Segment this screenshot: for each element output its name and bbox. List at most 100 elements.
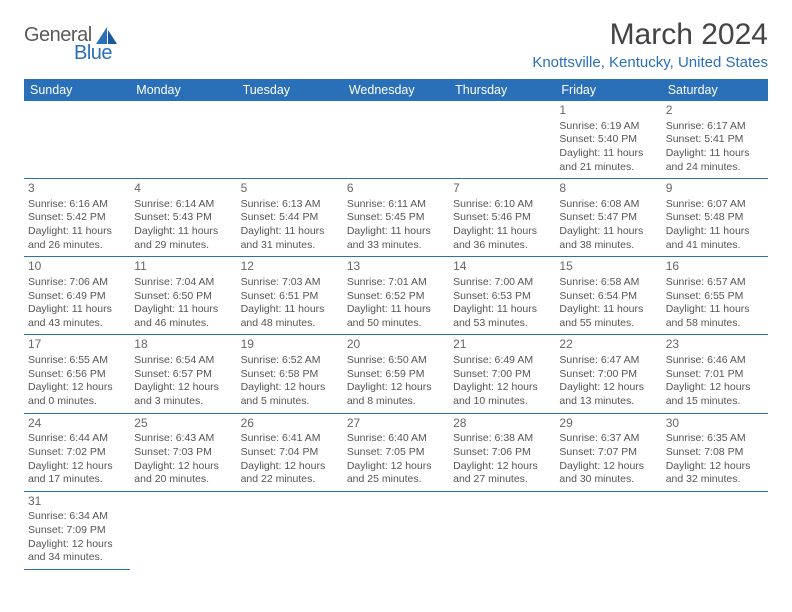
weekday-row: SundayMondayTuesdayWednesdayThursdayFrid… [24, 79, 768, 101]
day-daylight2: and 48 minutes. [241, 317, 339, 331]
day-number: 29 [559, 416, 657, 432]
day-number: 6 [347, 181, 445, 197]
day-daylight2: and 22 minutes. [241, 473, 339, 487]
day-daylight1: Daylight: 12 hours [241, 381, 339, 395]
calendar-row: 10Sunrise: 7:06 AMSunset: 6:49 PMDayligh… [24, 257, 768, 335]
day-sunrise: Sunrise: 6:50 AM [347, 354, 445, 368]
day-sunset: Sunset: 7:00 PM [453, 368, 551, 382]
day-sunrise: Sunrise: 6:14 AM [134, 198, 232, 212]
day-daylight2: and 41 minutes. [666, 239, 764, 253]
day-sunrise: Sunrise: 6:54 AM [134, 354, 232, 368]
day-sunset: Sunset: 7:09 PM [28, 524, 126, 538]
calendar-row: 3Sunrise: 6:16 AMSunset: 5:42 PMDaylight… [24, 179, 768, 257]
day-number: 27 [347, 416, 445, 432]
day-sunrise: Sunrise: 6:08 AM [559, 198, 657, 212]
day-sunrise: Sunrise: 6:19 AM [559, 120, 657, 134]
day-number: 28 [453, 416, 551, 432]
day-daylight1: Daylight: 11 hours [453, 303, 551, 317]
day-sunset: Sunset: 6:49 PM [28, 290, 126, 304]
day-sunrise: Sunrise: 6:55 AM [28, 354, 126, 368]
day-daylight2: and 24 minutes. [666, 161, 764, 175]
calendar-cell: 18Sunrise: 6:54 AMSunset: 6:57 PMDayligh… [130, 335, 236, 413]
calendar-row: 24Sunrise: 6:44 AMSunset: 7:02 PMDayligh… [24, 413, 768, 491]
day-daylight2: and 20 minutes. [134, 473, 232, 487]
day-sunrise: Sunrise: 6:40 AM [347, 432, 445, 446]
day-number: 16 [666, 259, 764, 275]
day-daylight2: and 0 minutes. [28, 395, 126, 409]
day-sunset: Sunset: 5:41 PM [666, 133, 764, 147]
day-sunset: Sunset: 6:57 PM [134, 368, 232, 382]
day-daylight2: and 29 minutes. [134, 239, 232, 253]
day-sunrise: Sunrise: 7:01 AM [347, 276, 445, 290]
calendar-cell-empty [24, 101, 130, 179]
calendar-cell: 11Sunrise: 7:04 AMSunset: 6:50 PMDayligh… [130, 257, 236, 335]
day-sunset: Sunset: 6:59 PM [347, 368, 445, 382]
day-sunset: Sunset: 7:04 PM [241, 446, 339, 460]
day-daylight2: and 33 minutes. [347, 239, 445, 253]
day-number: 26 [241, 416, 339, 432]
day-number: 15 [559, 259, 657, 275]
calendar-cell: 13Sunrise: 7:01 AMSunset: 6:52 PMDayligh… [343, 257, 449, 335]
day-number: 31 [28, 494, 126, 510]
calendar-cell-empty [130, 101, 236, 179]
calendar-cell: 19Sunrise: 6:52 AMSunset: 6:58 PMDayligh… [237, 335, 343, 413]
day-number: 30 [666, 416, 764, 432]
day-sunset: Sunset: 5:40 PM [559, 133, 657, 147]
day-sunrise: Sunrise: 6:41 AM [241, 432, 339, 446]
calendar-cell: 7Sunrise: 6:10 AMSunset: 5:46 PMDaylight… [449, 179, 555, 257]
logo-word2-wrap: Blue [26, 42, 112, 65]
day-sunrise: Sunrise: 6:17 AM [666, 120, 764, 134]
calendar-cell-empty [237, 491, 343, 569]
day-sunrise: Sunrise: 6:34 AM [28, 510, 126, 524]
day-daylight1: Daylight: 11 hours [347, 225, 445, 239]
day-sunrise: Sunrise: 6:43 AM [134, 432, 232, 446]
day-number: 11 [134, 259, 232, 275]
calendar-head: SundayMondayTuesdayWednesdayThursdayFrid… [24, 79, 768, 101]
day-number: 18 [134, 337, 232, 353]
day-daylight2: and 46 minutes. [134, 317, 232, 331]
day-sunrise: Sunrise: 6:52 AM [241, 354, 339, 368]
calendar-row: 1Sunrise: 6:19 AMSunset: 5:40 PM Daylight… [24, 101, 768, 179]
day-sunset: Sunset: 7:07 PM [559, 446, 657, 460]
day-daylight1: Daylight: 11 hours [559, 303, 657, 317]
day-sunset: Sunset: 6:55 PM [666, 290, 764, 304]
day-daylight1: Daylight: 11 hours [666, 147, 764, 161]
day-number: 5 [241, 181, 339, 197]
day-daylight1: Daylight: 11 hours [134, 225, 232, 239]
day-daylight1: Daylight: 12 hours [134, 460, 232, 474]
day-sunrise: Sunrise: 7:03 AM [241, 276, 339, 290]
calendar-cell: 8Sunrise: 6:08 AMSunset: 5:47 PMDaylight… [555, 179, 661, 257]
day-number: 17 [28, 337, 126, 353]
day-daylight1: Daylight: 12 hours [666, 460, 764, 474]
day-sunset: Sunset: 5:47 PM [559, 211, 657, 225]
day-daylight2: and 26 minutes. [28, 239, 126, 253]
day-sunset: Sunset: 7:06 PM [453, 446, 551, 460]
day-daylight1: Daylight: 12 hours [28, 381, 126, 395]
day-daylight1: Daylight: 12 hours [347, 381, 445, 395]
day-daylight2: and 10 minutes. [453, 395, 551, 409]
day-sunrise: Sunrise: 6:35 AM [666, 432, 764, 446]
day-number: 25 [134, 416, 232, 432]
calendar-cell: 15Sunrise: 6:58 AMSunset: 6:54 PMDayligh… [555, 257, 661, 335]
day-number: 1 [559, 103, 657, 119]
calendar-cell-empty [237, 101, 343, 179]
calendar-cell: 16Sunrise: 6:57 AMSunset: 6:55 PMDayligh… [662, 257, 768, 335]
day-daylight2: and 3 minutes. [134, 395, 232, 409]
day-sunset: Sunset: 5:46 PM [453, 211, 551, 225]
calendar-cell: 20Sunrise: 6:50 AMSunset: 6:59 PMDayligh… [343, 335, 449, 413]
calendar-cell: 23Sunrise: 6:46 AMSunset: 7:01 PMDayligh… [662, 335, 768, 413]
calendar-table: SundayMondayTuesdayWednesdayThursdayFrid… [24, 79, 768, 570]
day-daylight1: Daylight: 12 hours [666, 381, 764, 395]
day-number: 2 [666, 103, 764, 119]
calendar-cell: 12Sunrise: 7:03 AMSunset: 6:51 PMDayligh… [237, 257, 343, 335]
day-daylight1: Daylight: 12 hours [559, 460, 657, 474]
day-number: 3 [28, 181, 126, 197]
calendar-cell-empty [555, 491, 661, 569]
weekday-header: Friday [555, 79, 661, 101]
day-sunset: Sunset: 6:52 PM [347, 290, 445, 304]
day-daylight1: Daylight: 11 hours [241, 225, 339, 239]
day-daylight1: Daylight: 11 hours [666, 303, 764, 317]
calendar-cell: 21Sunrise: 6:49 AMSunset: 7:00 PMDayligh… [449, 335, 555, 413]
location-subtitle: Knottsville, Kentucky, United States [532, 54, 768, 71]
day-number: 7 [453, 181, 551, 197]
